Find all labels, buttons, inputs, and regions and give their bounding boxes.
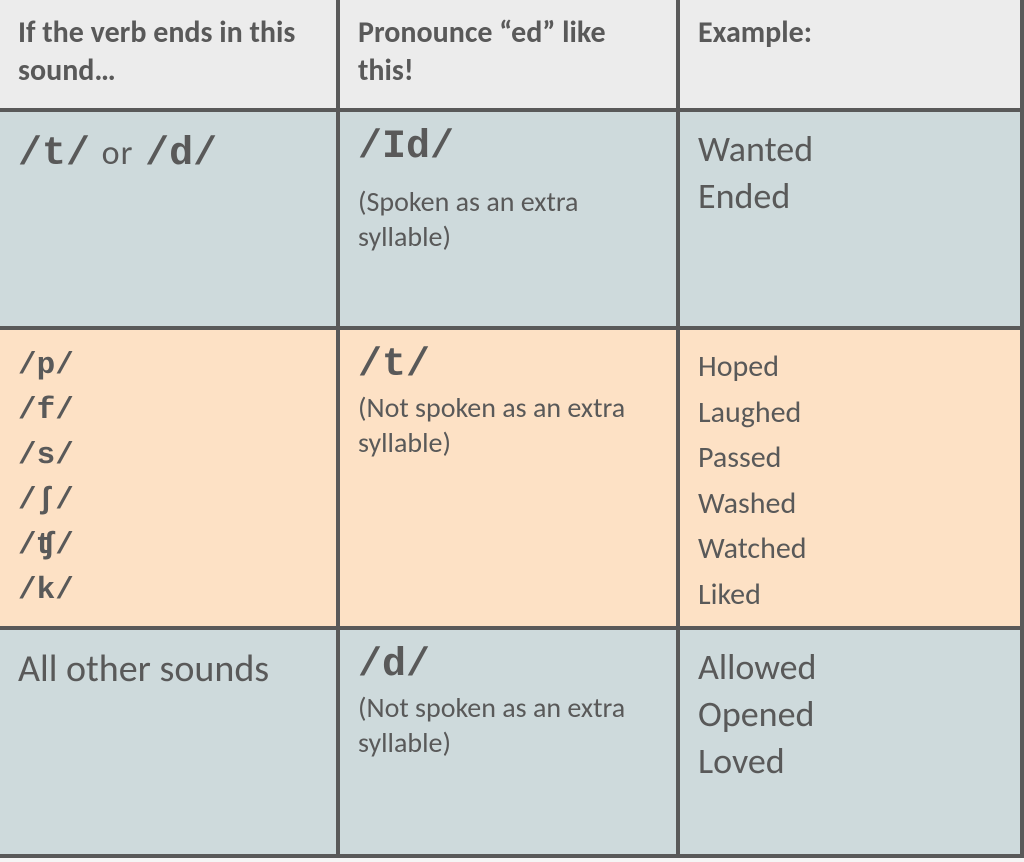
joiner-or: or [102,133,134,174]
row3-pronounce-cell: /d/ (Not spoken as an extra syllable) [340,630,680,858]
row2-examples-cell: Hoped Laughed Passed Washed Watched Like… [680,330,1024,630]
col-header-sound: If the verb ends in this sound… [0,0,340,112]
phoneme-k: /k/ [18,569,318,614]
row1-pronounce-cell: /Id/ (Spoken as an extra syllable) [340,112,680,330]
row3-example-2: Opened [698,691,1002,738]
row1-pronounce: /Id/ [358,126,658,170]
row2-pronounce-cell: /t/ (Not spoken as an extra syllable) [340,330,680,630]
row2-example-4: Washed [698,481,1002,527]
row2-pronounce: /t/ [358,344,658,388]
row3-pronounce: /d/ [358,644,658,688]
row3-example-3: Loved [698,738,1002,785]
row1-sound-cell: /t/ or /d/ [0,112,340,330]
row1-examples-cell: Wanted Ended [680,112,1024,330]
all-other-sounds: All other sounds [18,644,318,695]
row2-example-6: Liked [698,572,1002,618]
row2-example-5: Watched [698,526,1002,572]
pronunciation-table: If the verb ends in this sound… Pronounc… [0,0,1024,858]
row1-example-2: Ended [698,173,1002,220]
row2-example-3: Passed [698,435,1002,481]
col-header-example: Example: [680,0,1024,112]
row1-example-1: Wanted [698,126,1002,173]
phoneme-t: /t/ [18,132,90,177]
phoneme-d: /d/ [145,132,217,177]
row2-pronounce-note: (Not spoken as an extra syllable) [358,390,658,460]
col-header-pronounce: Pronounce “ed” like this! [340,0,680,112]
phoneme-ch: /ʧ/ [18,524,318,569]
row3-pronounce-note: (Not spoken as an extra syllable) [358,690,658,760]
col-header-sound-text: If the verb ends in this sound… [18,14,295,89]
row3-example-1: Allowed [698,644,1002,691]
col-header-example-text: Example: [698,14,812,51]
row2-example-2: Laughed [698,390,1002,436]
row2-example-1: Hoped [698,344,1002,390]
phoneme-f: /f/ [18,389,318,434]
row3-examples-cell: Allowed Opened Loved [680,630,1024,858]
phoneme-sh: /ʃ/ [18,479,318,524]
row2-sound-cell: /p/ /f/ /s/ /ʃ/ /ʧ/ /k/ [0,330,340,630]
row3-sound-cell: All other sounds [0,630,340,858]
phoneme-s: /s/ [18,434,318,479]
phoneme-p: /p/ [18,344,318,389]
col-header-pronounce-text: Pronounce “ed” like this! [358,14,606,89]
row1-pronounce-note: (Spoken as an extra syllable) [358,184,658,254]
